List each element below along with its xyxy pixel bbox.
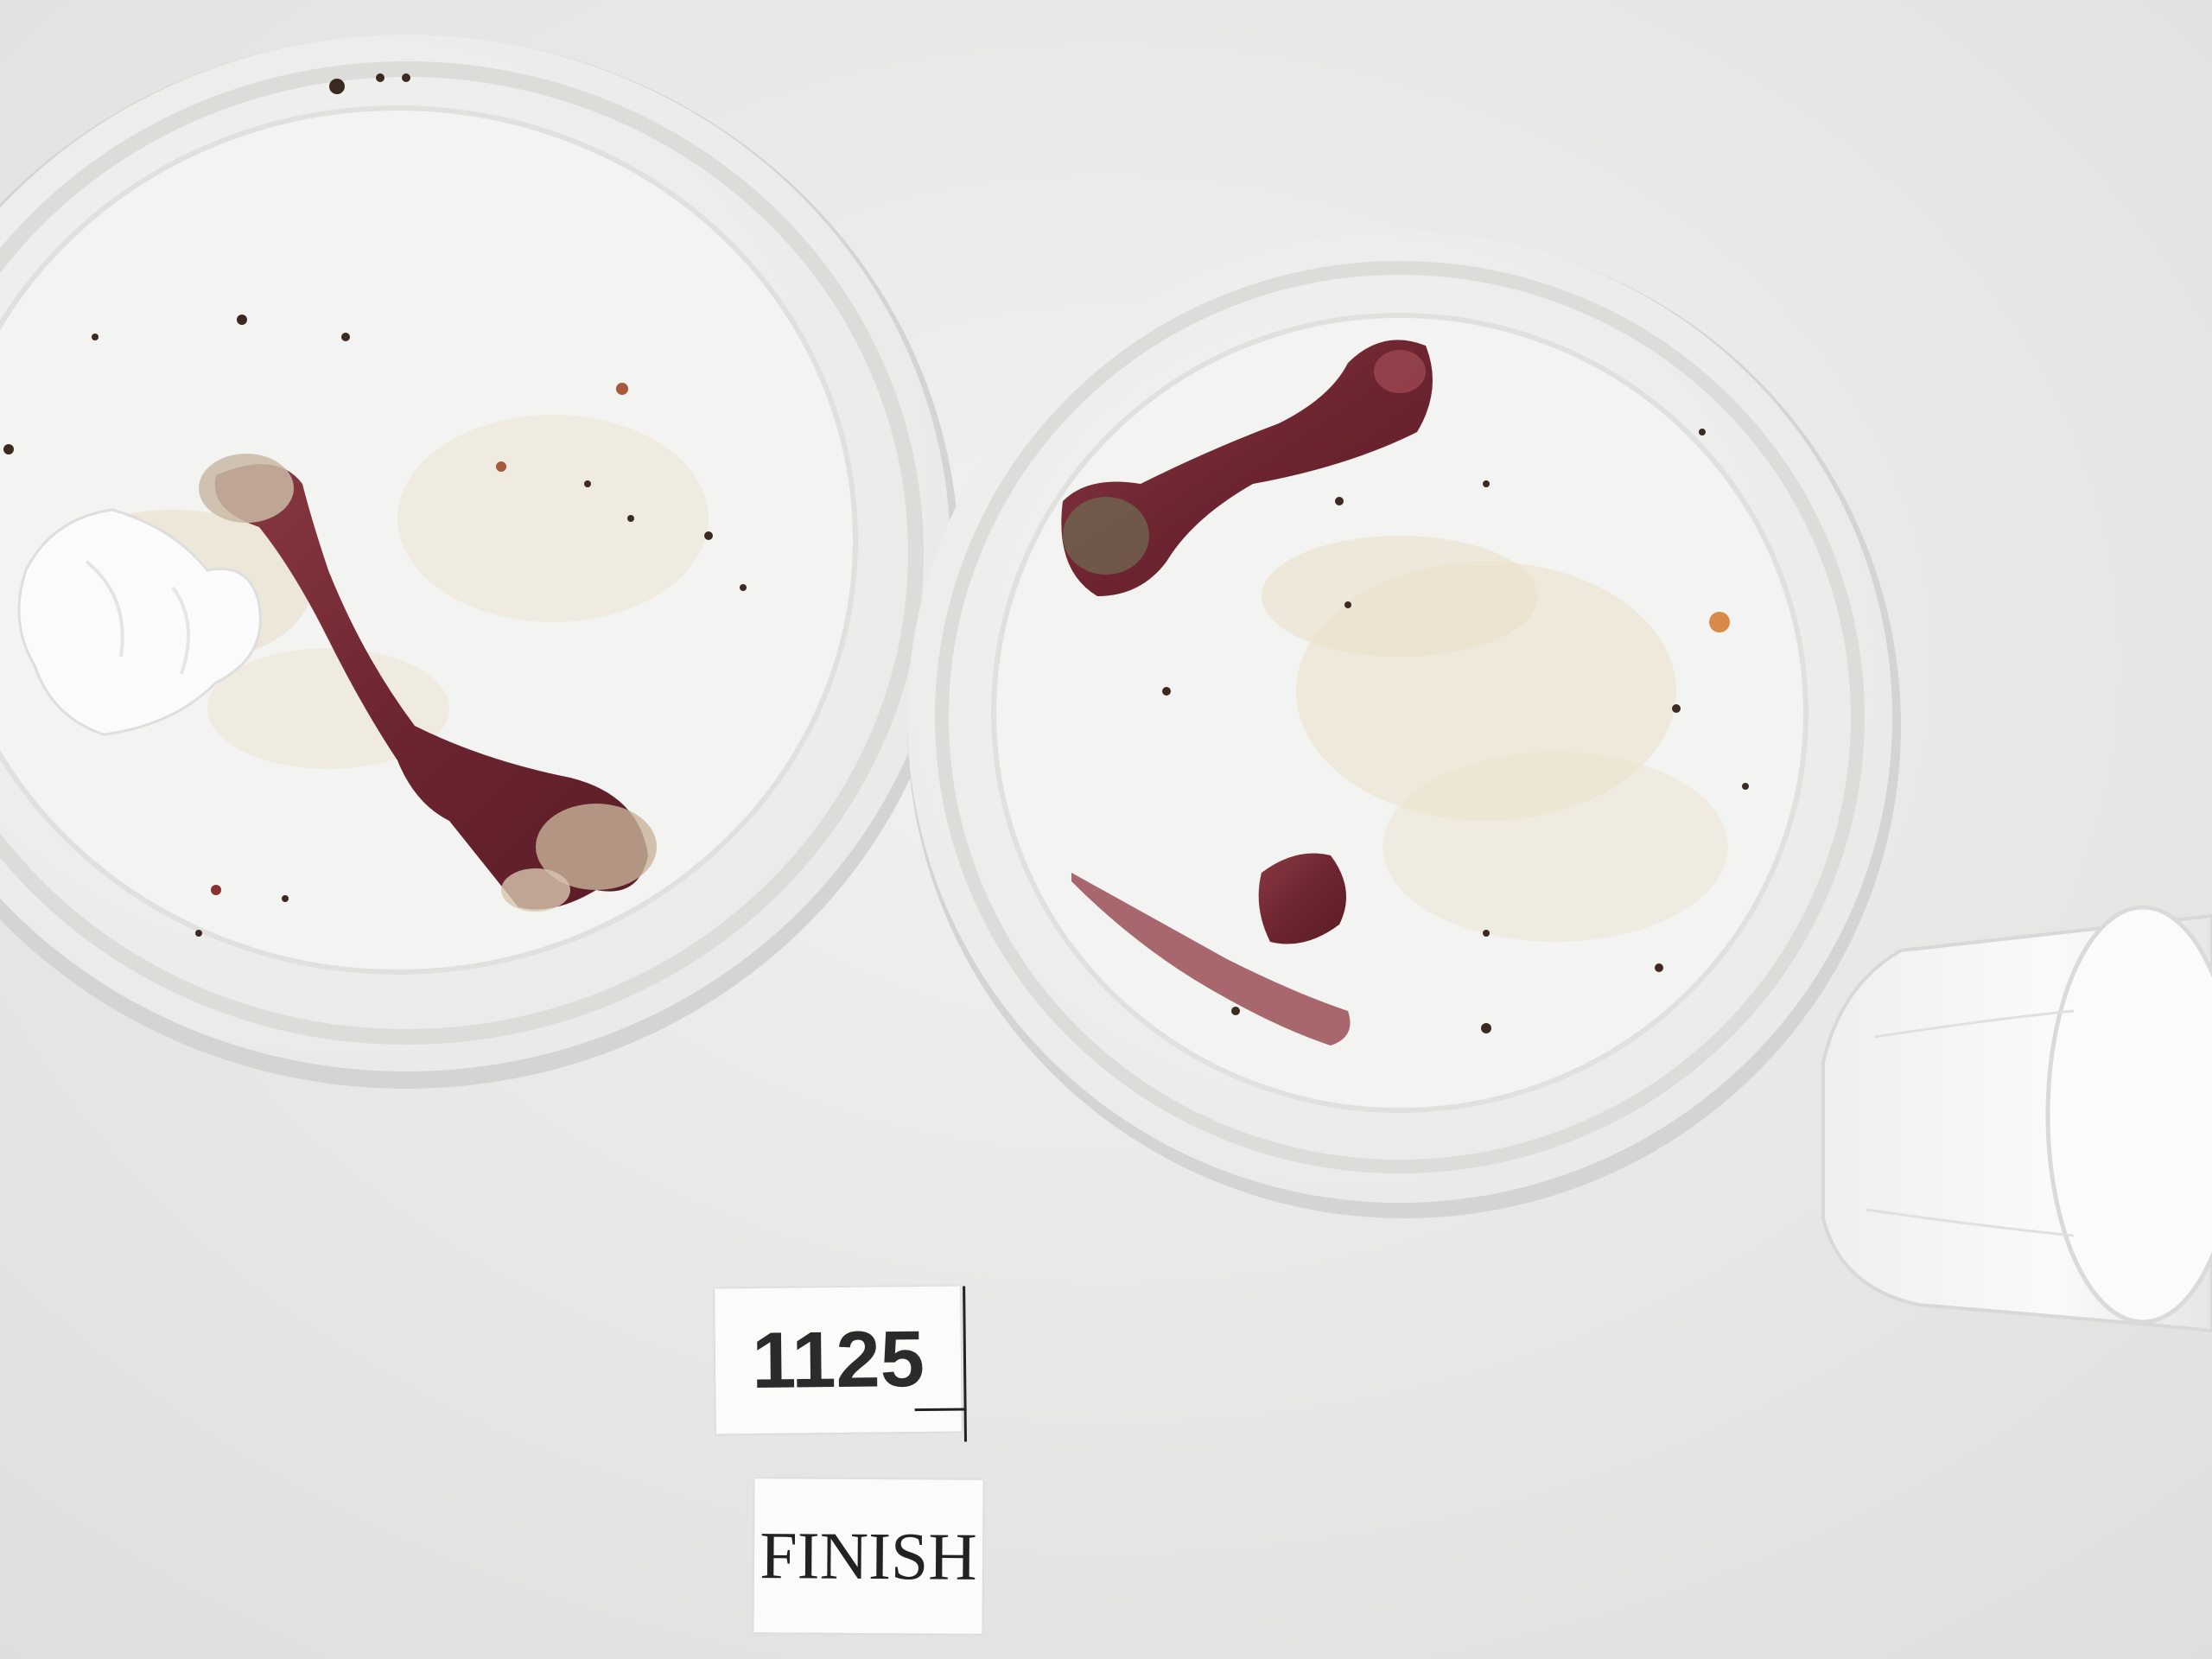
card-edge-mark-bottom — [914, 1408, 967, 1412]
napkin — [17, 508, 262, 736]
food-crumbs — [3, 73, 1749, 1033]
number-card: 1125 — [715, 1286, 967, 1442]
right-plate-bone-fragment — [1071, 853, 1351, 1046]
finish-card-text: FINISH — [760, 1517, 977, 1594]
finish-card: FINISH — [753, 1478, 983, 1634]
plastic-cup — [1821, 905, 2212, 1333]
number-card-text: 1125 — [751, 1314, 925, 1405]
left-plate-bone — [199, 454, 657, 912]
right-plate-bone-upper — [1061, 340, 1433, 596]
